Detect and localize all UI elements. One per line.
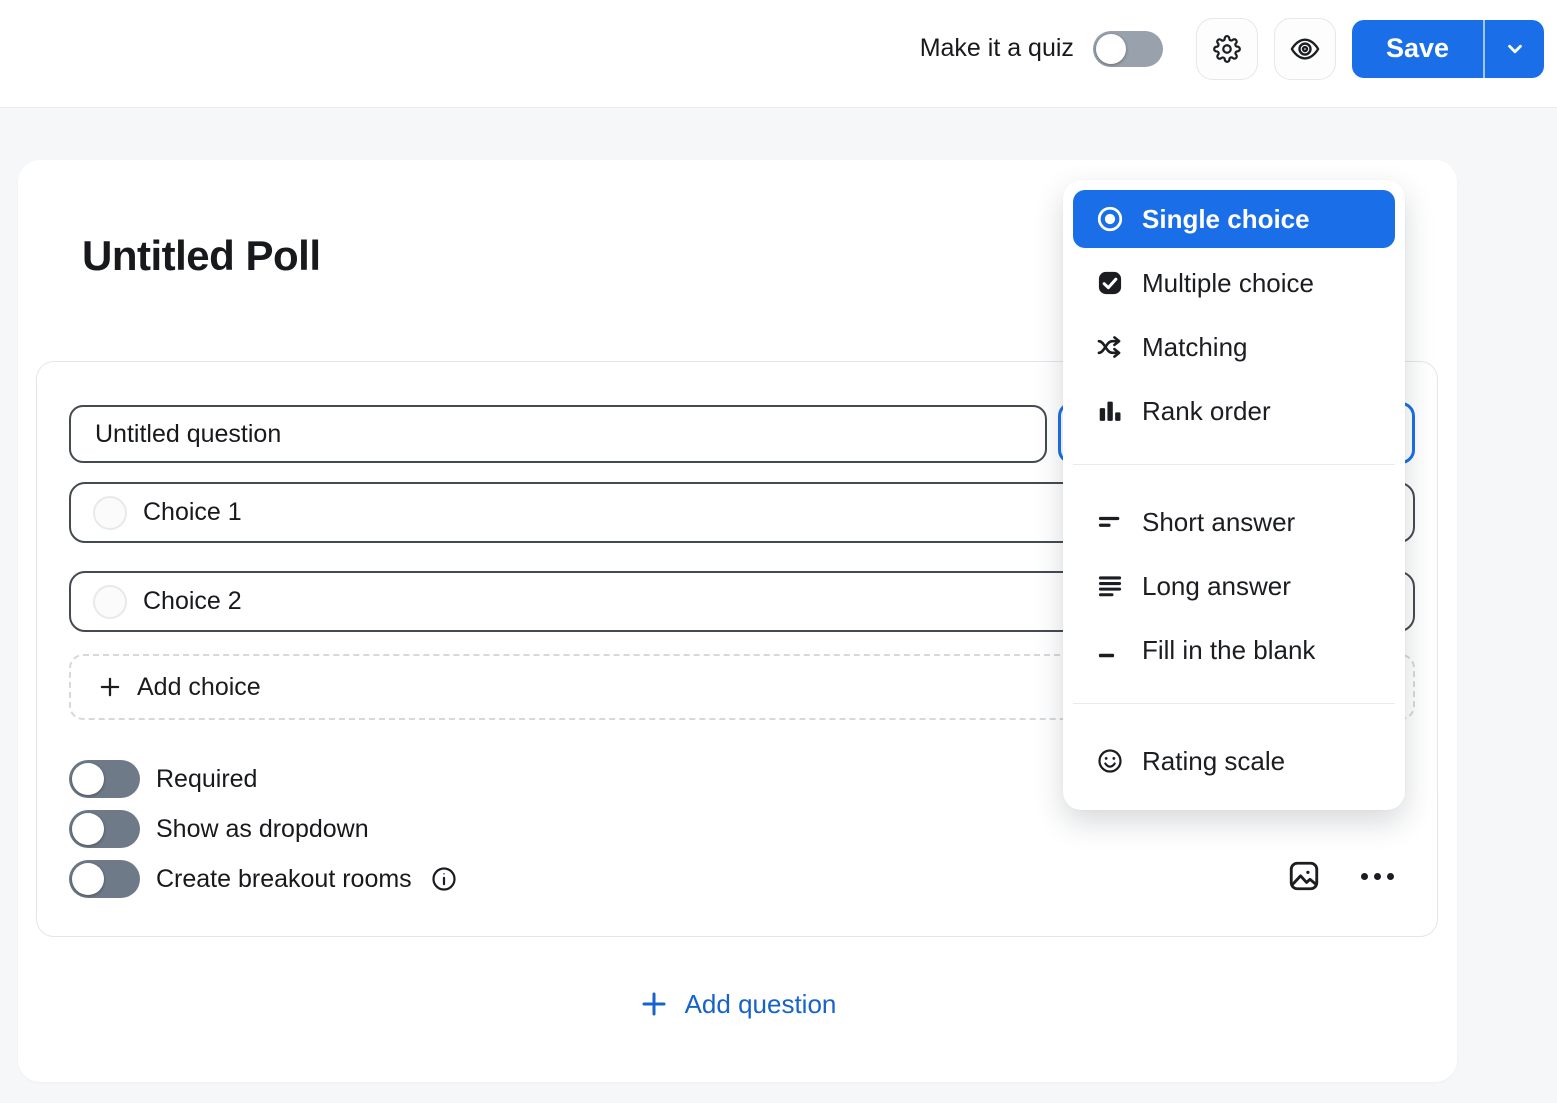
save-dropdown-button[interactable] bbox=[1483, 19, 1544, 78]
question-options: Required Show as dropdown Create breakou… bbox=[69, 760, 458, 898]
menu-item-label: Long answer bbox=[1142, 570, 1291, 601]
show-as-dropdown-label: Show as dropdown bbox=[156, 814, 369, 843]
breakout-info-button[interactable] bbox=[430, 865, 458, 893]
eye-icon bbox=[1290, 34, 1320, 64]
toggle-knob bbox=[1095, 33, 1126, 64]
add-choice-label: Add choice bbox=[137, 672, 261, 701]
show-as-dropdown-toggle[interactable] bbox=[69, 810, 140, 848]
required-row: Required bbox=[69, 760, 458, 798]
menu-item-matching[interactable]: Matching bbox=[1073, 318, 1395, 376]
question-more-options-button[interactable] bbox=[1353, 858, 1401, 894]
image-icon bbox=[1286, 858, 1322, 894]
menu-divider bbox=[1073, 464, 1395, 465]
toggle-knob bbox=[72, 863, 104, 895]
menu-item-rank-order[interactable]: Rank order bbox=[1073, 382, 1395, 440]
menu-item-label: Matching bbox=[1142, 331, 1248, 362]
toggle-knob bbox=[72, 763, 104, 795]
question-title-input[interactable] bbox=[69, 405, 1047, 463]
menu-item-multiple-choice[interactable]: Multiple choice bbox=[1073, 254, 1395, 312]
show-as-dropdown-row: Show as dropdown bbox=[69, 810, 458, 848]
poll-title[interactable]: Untitled Poll bbox=[82, 232, 321, 279]
menu-item-single-choice[interactable]: Single choice bbox=[1073, 190, 1395, 248]
menu-item-long-answer[interactable]: Long answer bbox=[1073, 557, 1395, 615]
preview-button[interactable] bbox=[1273, 17, 1336, 80]
required-toggle[interactable] bbox=[69, 760, 140, 798]
short-answer-icon bbox=[1095, 508, 1125, 536]
shuffle-icon bbox=[1095, 333, 1125, 361]
question-type-menu: Single choice Multiple choice Matchi bbox=[1063, 180, 1405, 810]
save-button[interactable]: Save bbox=[1351, 19, 1483, 78]
ellipsis-icon bbox=[1360, 872, 1394, 880]
plus-icon bbox=[639, 989, 669, 1019]
create-breakout-rooms-row: Create breakout rooms bbox=[69, 860, 458, 898]
menu-item-label: Single choice bbox=[1142, 203, 1310, 234]
radio-icon bbox=[1095, 204, 1125, 234]
add-question-label: Add question bbox=[684, 988, 837, 1019]
create-breakout-rooms-label: Create breakout rooms bbox=[156, 864, 412, 893]
required-label: Required bbox=[156, 764, 258, 793]
menu-item-label: Fill in the blank bbox=[1142, 634, 1316, 665]
make-it-a-quiz-toggle[interactable] bbox=[1092, 30, 1163, 67]
toggle-knob bbox=[72, 813, 104, 845]
checkbox-icon bbox=[1095, 269, 1125, 297]
settings-button[interactable] bbox=[1195, 17, 1258, 80]
radio-icon bbox=[93, 584, 127, 619]
long-answer-icon bbox=[1095, 572, 1125, 600]
radio-icon bbox=[93, 495, 127, 530]
info-icon bbox=[430, 865, 458, 893]
plus-icon bbox=[97, 674, 123, 700]
add-question-button[interactable]: Add question bbox=[18, 982, 1457, 1026]
editor-canvas: Untitled Poll Choice 1 Choice 2 Add choi… bbox=[0, 108, 1557, 1103]
menu-divider bbox=[1073, 703, 1395, 704]
chevron-down-icon bbox=[1502, 36, 1528, 62]
menu-item-label: Rating scale bbox=[1142, 745, 1286, 776]
top-toolbar: Make it a quiz Save bbox=[0, 0, 1557, 108]
menu-item-short-answer[interactable]: Short answer bbox=[1073, 493, 1395, 551]
choice-label: Choice 2 bbox=[143, 587, 242, 615]
save-split-button: Save bbox=[1351, 19, 1544, 78]
fill-blank-icon bbox=[1095, 636, 1125, 664]
gear-icon bbox=[1212, 34, 1241, 63]
add-image-button[interactable] bbox=[1284, 856, 1324, 896]
create-breakout-rooms-toggle[interactable] bbox=[69, 860, 140, 898]
smiley-icon bbox=[1095, 747, 1125, 775]
make-it-a-quiz-label: Make it a quiz bbox=[919, 34, 1074, 62]
bar-chart-icon bbox=[1095, 397, 1125, 425]
menu-item-label: Rank order bbox=[1142, 395, 1271, 426]
menu-item-label: Multiple choice bbox=[1142, 267, 1314, 298]
menu-item-fill-in-the-blank[interactable]: Fill in the blank bbox=[1073, 621, 1395, 679]
menu-item-label: Short answer bbox=[1142, 506, 1296, 537]
menu-item-rating-scale[interactable]: Rating scale bbox=[1073, 732, 1395, 790]
choice-label: Choice 1 bbox=[143, 498, 242, 526]
